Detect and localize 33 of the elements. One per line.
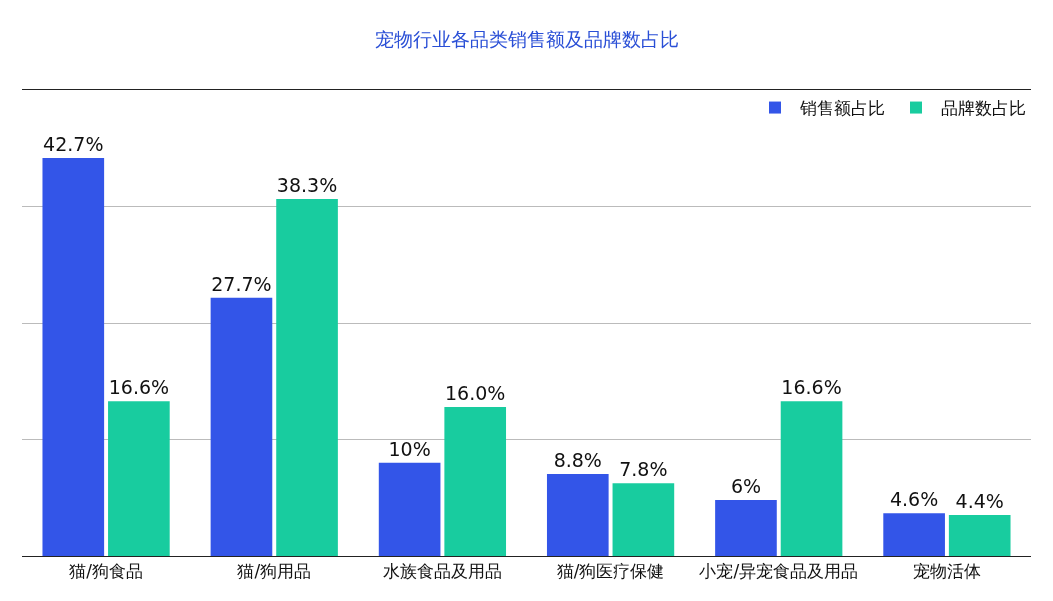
x-tick-label: 小宠/异宠食品及用品 [699, 561, 859, 582]
bar [715, 500, 777, 556]
bar [42, 158, 105, 556]
x-tick-label: 猫/狗食品 [69, 561, 143, 582]
bar [444, 406, 507, 556]
bar [378, 462, 441, 556]
data-label: 27.7% [211, 272, 272, 295]
data-label: 4.4% [955, 489, 1004, 512]
data-label: 16.6% [108, 376, 170, 399]
data-label: 7.8% [619, 458, 668, 481]
x-tick-label: 猫/狗医疗保健 [556, 561, 665, 582]
data-label: 16.0% [445, 381, 506, 404]
bar [883, 513, 945, 556]
legend-label: 品牌数占比 [941, 98, 1026, 119]
bar [546, 473, 609, 556]
chart-title: 宠物行业各品类销售额及品牌数占比 [374, 27, 679, 50]
data-label: 38.3% [276, 174, 338, 197]
x-tick-label: 猫/狗用品 [237, 561, 312, 582]
data-label: 4.6% [889, 488, 939, 511]
data-label: 42.7% [43, 133, 104, 156]
x-tick-label: 宠物活体 [912, 561, 981, 582]
bar [276, 199, 338, 556]
data-label: 8.8% [553, 448, 602, 471]
bar [612, 483, 675, 556]
legend-label: 销售额占比 [799, 98, 885, 119]
bar [948, 514, 1011, 556]
bar [210, 297, 273, 556]
data-label: 10% [388, 437, 431, 460]
bar [108, 401, 170, 556]
data-label: 6% [730, 475, 762, 498]
x-tick-label: 水族食品及用品 [382, 561, 502, 582]
data-label: 16.6% [781, 376, 842, 399]
bar [780, 401, 843, 556]
